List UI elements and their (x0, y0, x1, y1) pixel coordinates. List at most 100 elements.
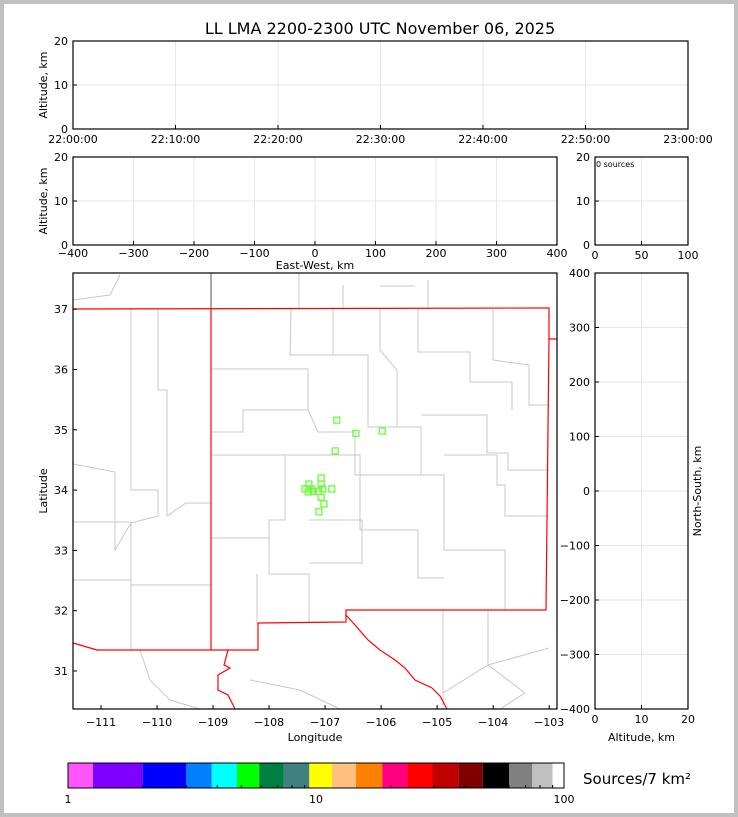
y-tick-label: 10 (54, 195, 68, 208)
map-boundaries (72, 273, 557, 710)
y-tick-label: −200 (560, 594, 590, 607)
x-tick-label: 10 (635, 713, 649, 726)
source-point (317, 474, 325, 482)
colorbar-swatch (407, 763, 433, 788)
y-tick-label: 35 (54, 424, 68, 437)
y-tick-label: 0 (583, 239, 590, 252)
y-tick-label: 34 (54, 484, 68, 497)
x-tick-label: 0 (312, 247, 319, 260)
colorbar-swatch (236, 763, 260, 788)
x-tick-label: 100 (678, 249, 699, 262)
x-tick-label: 400 (547, 247, 568, 260)
source-point (317, 493, 325, 501)
x-tick-label: 300 (486, 247, 507, 260)
source-point (305, 480, 313, 488)
y-tick-label: −400 (560, 703, 590, 716)
x-tick-label: 200 (426, 247, 447, 260)
colorbar-swatch (259, 763, 284, 788)
x-tick-label: 23:00:00 (663, 133, 712, 146)
y-tick-label: 31 (54, 665, 68, 678)
colorbar: 1 10 100 Sources/7 km² (65, 762, 691, 806)
colorbar-swatch (382, 763, 408, 788)
x-tick-label: 22:20:00 (253, 133, 302, 146)
x-tick-label: −103 (534, 716, 564, 729)
x-tick-label: −105 (422, 716, 452, 729)
axes-frame (594, 272, 689, 710)
y-axis-label: Altitude, km (37, 167, 50, 234)
y-tick-label: 0 (583, 485, 590, 498)
x-tick-label: 20 (681, 713, 695, 726)
colorbar-tick-label: 1 (65, 793, 72, 806)
colorbar-swatch (432, 763, 459, 788)
time-altitude-panel: 22:00:00 22:10:00 22:20:00 22:30:00 22:40:00… (37, 35, 713, 146)
ns-altitude-panel: 0 10 20 −400 −300 −200 −100 0 100 200 300 400 Altitu… (560, 267, 704, 744)
colorbar-swatch (211, 763, 237, 788)
colorbar-swatch (482, 763, 509, 788)
source-point (331, 447, 339, 455)
x-tick-label: −110 (142, 716, 172, 729)
y-tick-label: 20 (54, 151, 68, 164)
y-tick-label: 33 (54, 544, 68, 557)
x-tick-label: 22:40:00 (458, 133, 507, 146)
colorbar-swatch (92, 763, 143, 788)
y-tick-label: 20 (54, 35, 68, 48)
colorbar-frame (67, 762, 565, 789)
x-tick-label: 50 (635, 249, 649, 262)
colorbar-swatch (458, 763, 483, 788)
source-point (333, 416, 341, 424)
x-tick-label: −106 (366, 716, 396, 729)
x-tick-label: −104 (478, 716, 508, 729)
source-point (328, 485, 336, 493)
y-tick-label: 400 (569, 267, 590, 280)
source-count-annotation: 0 sources (596, 160, 634, 169)
y-axis-label: North-South, km (691, 446, 704, 537)
colorbar-swatch (356, 763, 383, 788)
altitude-histogram-panel: 0 50 100 0 10 20 0 sources (576, 151, 699, 262)
ew-altitude-panel: −400 −300 −200 −100 0 100 200 300 400 0 10 20 East-W… (37, 151, 568, 272)
source-point (309, 487, 317, 495)
colorbar-swatch (508, 763, 533, 788)
source-point (378, 427, 386, 435)
x-tick-label: −107 (310, 716, 340, 729)
axes-layer: 22:00:00 22:10:00 22:20:00 22:30:00 22:40:00… (37, 35, 713, 806)
source-point (304, 488, 312, 496)
x-tick-label: 0 (592, 249, 599, 262)
y-tick-label: 36 (54, 363, 68, 376)
colorbar-swatch (552, 763, 564, 788)
source-point (352, 429, 360, 438)
x-tick-label: 22:30:00 (356, 133, 405, 146)
source-point (319, 485, 327, 493)
county-lines (72, 273, 550, 710)
axes-frame (594, 156, 689, 246)
x-tick-label: 100 (365, 247, 386, 260)
axes-frame (72, 40, 689, 130)
x-tick-label: −400 (58, 247, 88, 260)
axes-frame (72, 272, 558, 710)
y-tick-label: 0 (61, 239, 68, 252)
y-tick-label: −100 (560, 540, 590, 553)
plan-view-panel: −111 −110 −109 −108 −107 −106 −105 −104 −103 31 32… (37, 272, 564, 744)
x-tick-label: 22:10:00 (151, 133, 200, 146)
colorbar-label: Sources/7 km² (583, 770, 691, 788)
colorbar-swatch (68, 763, 93, 788)
y-tick-label: 0 (61, 123, 68, 136)
y-tick-label: 10 (54, 79, 68, 92)
x-axis-label: East-West, km (276, 259, 354, 272)
lma-figure: LL LMA 2200-2300 UTC November 06, 2025 (37, 19, 713, 806)
colorbar-tick-label: 10 (309, 793, 323, 806)
colorbar-tick-label: 100 (554, 793, 575, 806)
x-axis-label: Altitude, km (608, 731, 675, 744)
x-tick-label: −108 (254, 716, 284, 729)
colorbar-swatch (532, 763, 553, 788)
colorbar-swatch (331, 763, 357, 788)
source-point (317, 480, 325, 488)
x-tick-label: 22:00:00 (48, 133, 97, 146)
y-tick-label: −300 (560, 649, 590, 662)
y-tick-label: 100 (569, 431, 590, 444)
y-tick-label: 200 (569, 376, 590, 389)
x-tick-label: 0 (592, 713, 599, 726)
axes-frame (72, 156, 558, 246)
x-tick-label: −109 (198, 716, 228, 729)
y-tick-label: 32 (54, 605, 68, 618)
figure-title: LL LMA 2200-2300 UTC November 06, 2025 (205, 19, 555, 38)
